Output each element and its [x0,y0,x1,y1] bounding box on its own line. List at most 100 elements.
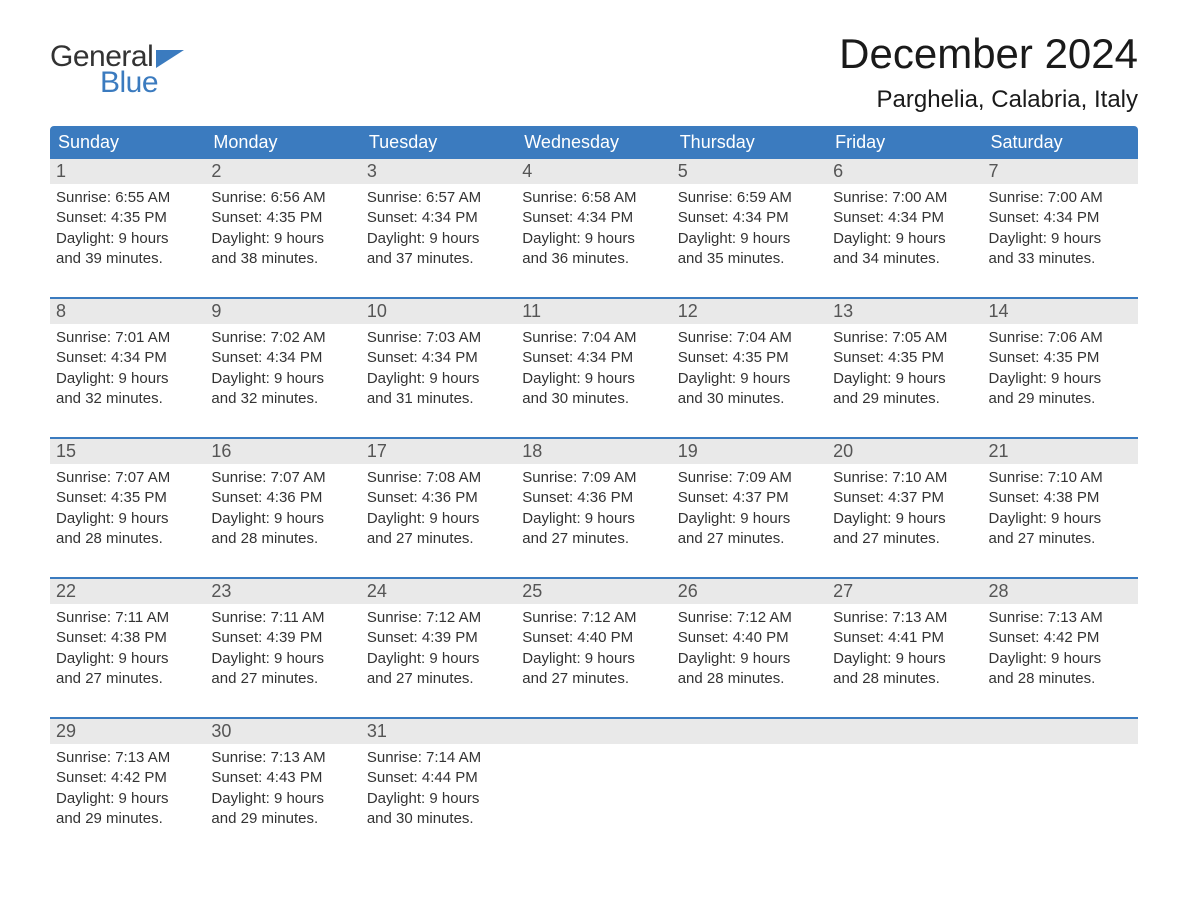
day-number: 10 [361,299,516,324]
day-cell: Sunrise: 7:13 AMSunset: 4:41 PMDaylight:… [827,604,982,705]
day-line: Sunrise: 7:00 AM [989,188,1132,208]
day-number: 9 [205,299,360,324]
day-cell: Sunrise: 7:10 AMSunset: 4:38 PMDaylight:… [983,464,1138,565]
logo-word-blue: Blue [100,66,158,100]
day-cell: Sunrise: 7:13 AMSunset: 4:42 PMDaylight:… [983,604,1138,705]
day-line: and 32 minutes. [56,389,199,409]
day-line: and 35 minutes. [678,249,821,269]
day-line: Sunrise: 6:56 AM [211,188,354,208]
day-line: Sunset: 4:34 PM [367,208,510,228]
weekday-header-row: Sunday Monday Tuesday Wednesday Thursday… [50,126,1138,159]
day-number [827,719,982,744]
day-number: 4 [516,159,671,184]
week-row: 293031 Sunrise: 7:13 AM Sunset: 4:42 PMDay… [50,717,1138,845]
day-number: 29 [50,719,205,744]
day-number-row: 293031 [50,719,1138,744]
day-line: and 27 minutes. [522,529,665,549]
day-cell: Sunrise: 7:07 AMSunset: 4:35 PMDaylight:… [50,464,205,565]
day-number: 8 [50,299,205,324]
day-line: Sunset: 4:39 PM [367,628,510,648]
day-number: 17 [361,439,516,464]
day-cell: Sunrise: 7:13 AMSunset: 4:43 PMDaylight:… [205,744,360,845]
day-line: Sunrise: 7:13 AM [833,608,976,628]
day-line: Sunset: 4:34 PM [833,208,976,228]
day-line: Daylight: 9 hours [56,789,199,809]
day-number [516,719,671,744]
day-line: Sunset: 4:34 PM [56,348,199,368]
day-line: and 31 minutes. [367,389,510,409]
day-number: 30 [205,719,360,744]
day-number: 3 [361,159,516,184]
day-line: Daylight: 9 hours [833,649,976,669]
day-line: and 37 minutes. [367,249,510,269]
day-line: Daylight: 9 hours [989,509,1132,529]
day-line: Daylight: 9 hours [56,649,199,669]
day-line: Sunrise: 7:02 AM [211,328,354,348]
day-line: Sunset: 4:42 PM [56,768,199,788]
day-number-row: 22232425262728 [50,579,1138,604]
day-line: Sunset: 4:42 PM [989,628,1132,648]
day-cell: Sunrise: 7:12 AMSunset: 4:39 PMDaylight:… [361,604,516,705]
day-line: Sunrise: 7:01 AM [56,328,199,348]
day-cell: Sunrise: 7:09 AMSunset: 4:36 PMDaylight:… [516,464,671,565]
day-number: 16 [205,439,360,464]
weekday-header: Wednesday [516,126,671,159]
page-title: December 2024 [839,30,1138,78]
day-line: Sunset: 4:37 PM [833,488,976,508]
day-line: Sunrise: 6:58 AM [522,188,665,208]
day-line: Daylight: 9 hours [678,649,821,669]
day-line: Daylight: 9 hours [522,229,665,249]
day-line: and 27 minutes. [678,529,821,549]
day-number: 7 [983,159,1138,184]
day-line: and 27 minutes. [367,669,510,689]
day-cell: Sunrise: 6:59 AMSunset: 4:34 PMDaylight:… [672,184,827,285]
day-number: 6 [827,159,982,184]
day-line: Daylight: 9 hours [833,369,976,389]
day-line: Sunrise: 6:59 AM [678,188,821,208]
day-line: Daylight: 9 hours [989,649,1132,669]
day-number: 13 [827,299,982,324]
day-line: Daylight: 9 hours [56,509,199,529]
day-line: Daylight: 9 hours [522,369,665,389]
day-line: Daylight: 9 hours [56,229,199,249]
day-number: 18 [516,439,671,464]
day-line: Sunrise: 7:04 AM [678,328,821,348]
day-line: Sunset: 4:40 PM [678,628,821,648]
day-cell: Sunrise: 7:12 AMSunset: 4:40 PMDaylight:… [516,604,671,705]
day-content-row: Sunrise: 7:01 AMSunset: 4:34 PM Daylight:… [50,324,1138,425]
day-number: 24 [361,579,516,604]
weekday-header: Monday [205,126,360,159]
weekday-header: Sunday [50,126,205,159]
day-line: Sunset: 4:35 PM [56,488,199,508]
day-line: Sunrise: 7:13 AM [211,748,354,768]
day-number: 5 [672,159,827,184]
day-cell: Sunrise: 7:14 AMSunset: 4:44 PMDaylight:… [361,744,516,845]
day-line: and 30 minutes. [678,389,821,409]
day-line: Sunset: 4:35 PM [989,348,1132,368]
day-line: Sunset: 4:35 PM [833,348,976,368]
day-line: and 27 minutes. [989,529,1132,549]
week-row: 1234567Sunrise: 6:55 AMSunset: 4:35 PMDa… [50,159,1138,285]
day-line: Daylight: 9 hours [367,509,510,529]
day-line: and 33 minutes. [989,249,1132,269]
day-line: Sunset: 4:40 PM [522,628,665,648]
day-line: Sunset: 4:43 PM [211,768,354,788]
week-row: 22232425262728Sunrise: 7:11 AMSunset: 4:… [50,577,1138,705]
day-line: Sunrise: 7:08 AM [367,468,510,488]
day-line: Daylight: 9 hours [833,229,976,249]
day-number: 20 [827,439,982,464]
day-line: Sunrise: 7:05 AM [833,328,976,348]
day-cell: Sunrise: 6:56 AMSunset: 4:35 PMDaylight:… [205,184,360,285]
day-number: 19 [672,439,827,464]
day-line: Sunset: 4:41 PM [833,628,976,648]
day-number: 1 [50,159,205,184]
day-line: and 38 minutes. [211,249,354,269]
day-line: Sunrise: 6:55 AM [56,188,199,208]
logo-triangle-icon [156,50,184,68]
day-line: and 28 minutes. [678,669,821,689]
day-line: Sunset: 4:44 PM [367,768,510,788]
day-cell: Sunrise: 6:58 AMSunset: 4:34 PMDaylight:… [516,184,671,285]
day-cell: Sunrise: 6:55 AMSunset: 4:35 PMDaylight:… [50,184,205,285]
day-line: Daylight: 9 hours [367,229,510,249]
day-cell: Sunrise: 7:00 AMSunset: 4:34 PMDaylight:… [827,184,982,285]
